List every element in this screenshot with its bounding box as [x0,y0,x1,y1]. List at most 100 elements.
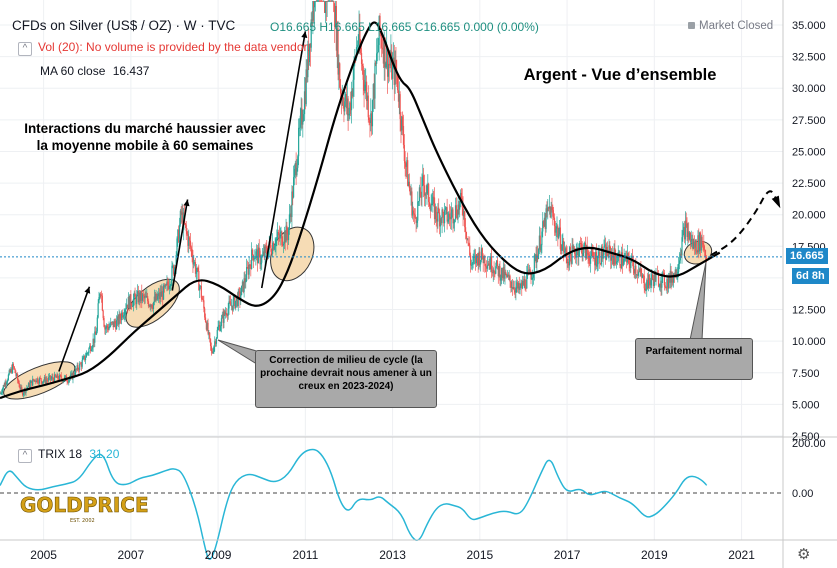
candle-body [73,372,75,376]
candle-body [536,254,538,263]
candle-body [567,261,569,264]
candle-body [121,312,123,321]
price-tick-label: 22.500 [792,178,826,190]
main-title: Argent - Vue d’ensemble [523,66,717,84]
candle-body [463,211,465,217]
candle-body [37,382,40,384]
candle-body [311,19,313,21]
candle-body [13,366,15,369]
candle-body [678,260,681,264]
candle-body [335,5,337,51]
logo-est: EST. 2002 [70,518,95,524]
candle-body [41,381,43,384]
candle-body [506,273,508,277]
candle-body [127,296,129,309]
candle-body [47,380,49,381]
candle-body [704,249,707,257]
candle-body [626,255,628,263]
candle-body [325,1,327,2]
candle-body [408,181,410,189]
candle-body [115,323,117,330]
candle-body [486,264,488,269]
candle-body [544,217,546,229]
candle-body [543,217,546,227]
candle-body [194,262,197,274]
candle-body [609,245,611,250]
candle-body [392,57,395,63]
market-closed-icon [688,22,695,29]
candle-body [130,294,132,306]
candle-body [95,331,97,335]
candle-body [397,90,400,102]
candle-body [379,15,381,32]
candle-body [522,280,525,286]
candle-body [67,381,69,383]
collapse-icon[interactable]: ^ [18,42,32,56]
candle-body [249,264,251,266]
vol-indicator[interactable]: ^ Vol (20): No volume is provided by the … [18,40,310,56]
price-tick-label: 25.000 [792,146,826,158]
candle-body [436,218,438,222]
candle-body [144,295,146,299]
candle-body [59,374,61,376]
candle-body [275,239,277,247]
candle-body [424,193,426,196]
candle-body [531,277,533,280]
candle-body [156,293,158,300]
trix-collapse-icon[interactable]: ^ [18,449,32,463]
candle-body [126,304,128,309]
candle-body [100,294,102,295]
trix-indicator[interactable]: ^ TRIX 18 31.20 [18,447,119,463]
ma-indicator[interactable]: MA 60 close 16.437 [40,64,149,78]
candle-body [274,246,276,247]
candle-body [571,245,573,264]
candle-body [359,27,361,49]
candle-body [241,281,244,286]
candle-body [444,207,447,210]
candle-body [585,245,587,259]
candle-body [357,44,359,46]
candle-body [343,105,345,112]
candle-body [517,282,520,289]
candle-body [205,321,207,330]
candle-body [326,1,328,2]
candle-body [605,246,608,260]
candle-body [217,326,219,330]
candle-body [662,272,664,276]
candle-body [412,210,414,216]
candle-body [231,305,233,311]
candle-body [169,285,171,287]
candle-body [154,296,156,301]
candle-body [537,248,540,259]
candle-body [221,314,223,319]
candle-body [218,325,220,327]
candle-body [126,304,129,309]
candle-body [557,226,559,239]
candle-body [106,325,108,328]
candle-body [423,185,426,196]
candle-body [232,299,234,311]
candle-body [474,255,476,258]
symbol-title[interactable]: CFDs on Silver (US$ / OZ) · W · TVC [12,18,236,33]
candle-body [350,102,352,111]
candle-body [468,243,470,246]
candle-body [697,235,699,253]
candle-body [271,251,273,254]
candle-body [393,57,395,85]
candle-body [501,267,504,279]
settings-gear-icon[interactable]: ⚙ [797,546,811,563]
candle-body [118,313,120,325]
candle-body [400,119,402,131]
candle-body [615,261,618,264]
candle-body [553,216,555,218]
candle-body [193,262,195,265]
candle-body [487,264,489,266]
candle-body [43,377,46,381]
candle-body [170,281,172,286]
candle-body [500,277,502,281]
candle-body [492,269,494,274]
candle-body [74,368,77,376]
candle-body [579,243,582,244]
candle-body [589,260,591,264]
